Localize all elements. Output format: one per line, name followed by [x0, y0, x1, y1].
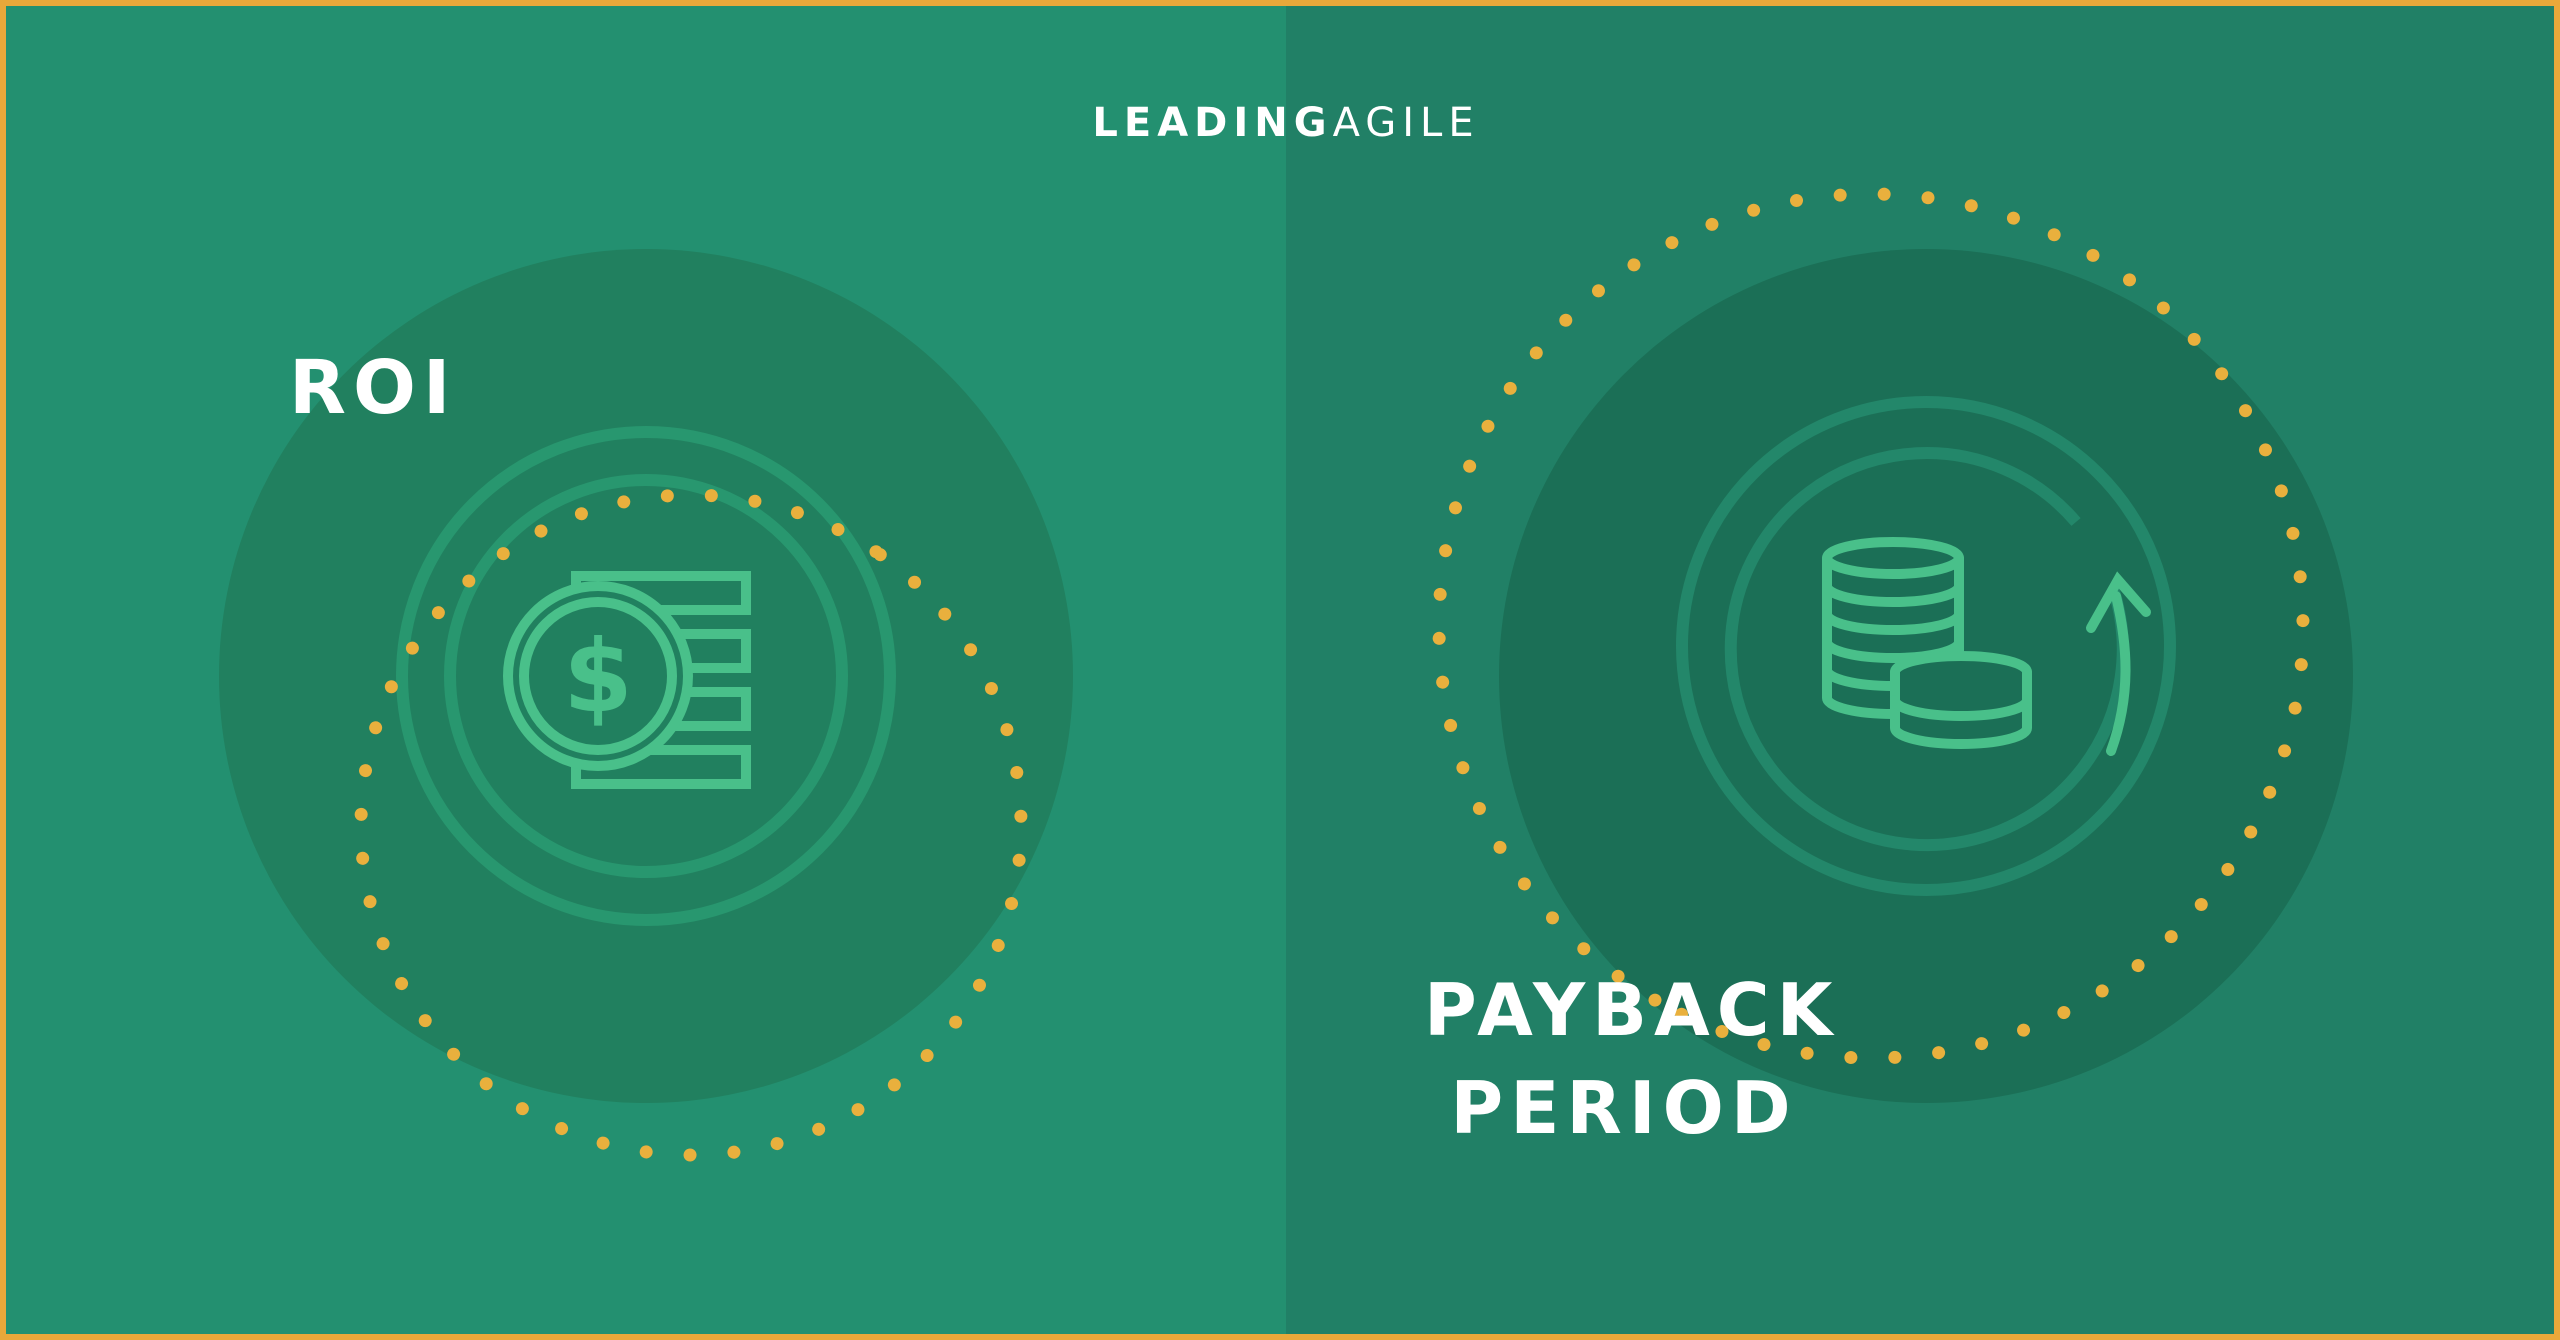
- coin-stack-cycle-icon: [1822, 537, 2151, 756]
- payback-group: [1432, 187, 2353, 1103]
- roi-group: $: [219, 249, 1073, 1162]
- roi-inner-ring: [444, 474, 848, 878]
- logo-text-strong: LEADING: [1092, 100, 1333, 146]
- payback-dotted-ring: [1432, 187, 2310, 1065]
- payback-title-line-2: PERIOD: [1450, 1066, 1798, 1150]
- illustration: $: [219, 187, 2353, 1162]
- dollar-coin-cash-icon: $: [503, 571, 751, 789]
- payback-title: PAYBACK PERIOD: [1424, 961, 1840, 1157]
- logo-text-light: AGILE: [1332, 100, 1480, 146]
- roi-title: ROI: [289, 345, 458, 431]
- roi-dotted-ring: [354, 488, 1028, 1162]
- brand-logo: LEADINGAGILE: [6, 98, 2554, 148]
- payback-title-line-1: PAYBACK: [1424, 968, 1840, 1052]
- svg-text:$: $: [563, 618, 633, 735]
- payback-outer-ring: [1676, 396, 2176, 896]
- roi-outer-ring: [396, 426, 896, 926]
- payback-cycle-arc: [1724, 447, 2129, 852]
